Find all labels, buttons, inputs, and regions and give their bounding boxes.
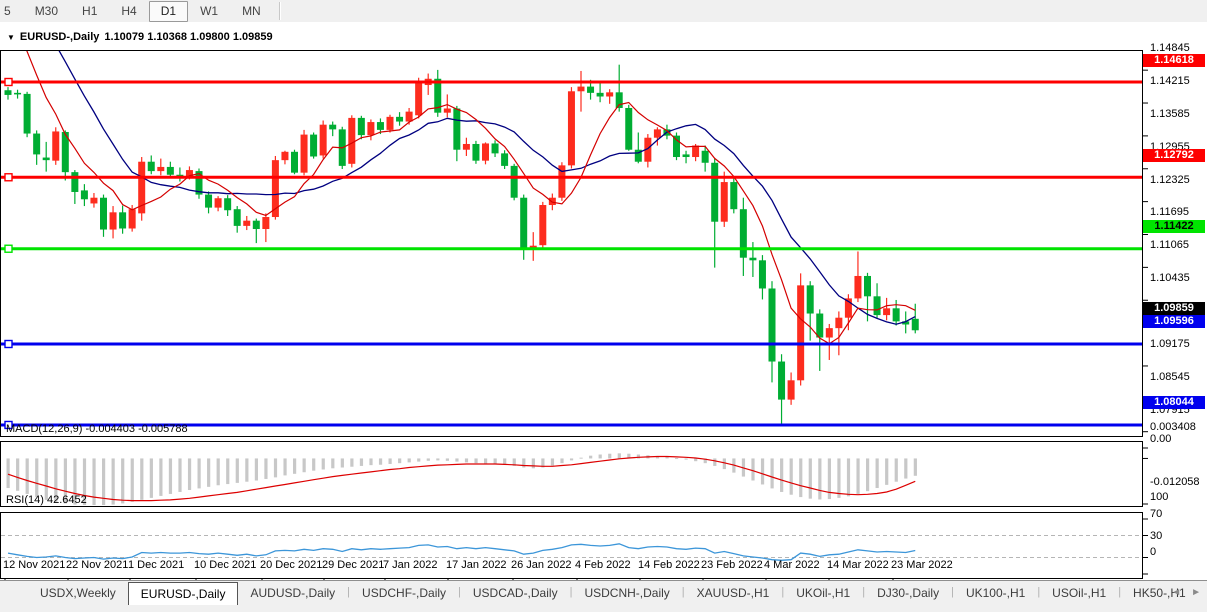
price-badge-1.14618: 1.14618 [1143,53,1205,67]
symbol-tabbar: USDX,Weekly EURUSD-,Daily AUDUSD-,Daily | US… [0,580,1207,612]
macd-layer [6,453,917,505]
hline-handle[interactable] [4,77,13,87]
date-axis-label: 29 Dec 2021 [322,559,385,571]
date-axis-label: 23 Mar 2022 [891,559,953,571]
rsi-layer [1,535,1141,561]
price-axis-tick-label: 1.11065 [1150,239,1189,252]
rsi-indicator-label: RSI(14) 42.6452 [6,494,87,506]
rsi-name: RSI(14) [6,494,44,506]
moving-averages-layer [26,51,916,345]
date-axis-label: 1 Dec 2021 [128,559,185,571]
tab-usdx-weekly[interactable]: USDX,Weekly [40,586,116,600]
tab-separator: | [1037,586,1041,598]
tab-separator: | [458,586,461,598]
tab-separator: | [347,586,351,598]
tab-hk50-h1[interactable]: HK50-,H1 [1133,586,1186,600]
date-axis-label: 22 Nov 2021 [66,559,129,571]
timeframe-toolbar: 5 M30 H1 H4 D1 W1 MN [0,0,1207,23]
date-axis-label: 20 Dec 2021 [260,559,323,571]
date-axis-label: 12 Nov 2021 [3,559,66,571]
tab-separator: | [862,586,866,598]
rsi-value: 42.6452 [46,494,87,506]
tab-usdcad-daily[interactable]: USDCAD-,Daily [472,586,558,600]
date-axis-label: 17 Jan 2022 [446,559,507,571]
date-axis-label: 23 Feb 2022 [701,559,763,571]
horizontal-lines-layer[interactable] [1,77,1142,430]
hline-handle[interactable] [4,244,13,253]
tab-scroll-right-icon[interactable]: ► [1191,587,1201,598]
tab-eurusd-daily[interactable]: EURUSD-,Daily [127,582,239,605]
price-axis-tick-label: 1.11695 [1150,206,1189,219]
tab-scroll-arrows: ◄ ► [1171,587,1201,598]
timeframe-button-H1[interactable]: H1 [82,3,98,18]
chevron-down-icon[interactable]: ▼ [7,32,15,42]
tab-usoil-h1[interactable]: USOil-,H1 [1052,586,1107,600]
macd-scale-max: 0.003408 [1150,421,1196,433]
price-axis-tick-label: 1.09175 [1150,337,1190,350]
chart-symbol-label: EURUSD-,Daily [19,31,100,43]
chart-window: ▼ EURUSD-,Daily 1.10079 1.10368 1.09800 … [0,22,1207,580]
chart-title: ▼ EURUSD-,Daily 1.10079 1.10368 1.09800 … [7,31,273,43]
tab-audusd-daily[interactable]: AUDUSD-,Daily [250,586,336,600]
macd-indicator-label: MACD(12,26,9) -0.004403 -0.005788 [6,423,188,435]
date-axis-label: 10 Dec 2021 [194,559,257,571]
price-axis-tick-label: 1.12325 [1150,173,1190,186]
toolbar-separator [278,2,280,20]
chart-ohlc-values: 1.10079 1.10368 1.09800 1.09859 [104,31,273,43]
price-badge-1.08044: 1.08044 [1143,396,1205,410]
price-badge-1.12792: 1.12792 [1143,148,1205,162]
candles-layer [4,64,919,425]
macd-scale-zero: 0.00 [1150,433,1172,446]
tab-uk100-h1[interactable]: UK100-,H1 [965,586,1026,600]
date-axis-label: 4 Mar 2022 [764,559,820,571]
timeframe-button-W1[interactable]: W1 [200,3,219,18]
date-axis-label: 7 Jan 2022 [383,559,438,571]
tab-separator: | [681,586,685,598]
rsi-scale-label: 0 [1150,546,1157,558]
macd-scale-min: -0.012058 [1150,475,1200,488]
price-badge-1.09596: 1.09596 [1143,315,1205,329]
timeframe-button-M30[interactable]: M30 [34,3,59,18]
timeframe-button-H4[interactable]: H4 [121,3,137,18]
timeframe-button-MN[interactable]: MN [242,3,261,18]
macd-name: MACD(12,26,9) [6,423,83,435]
tab-separator: | [569,586,573,598]
tab-usdcnh-daily[interactable]: USDCNH-,Daily [584,586,670,600]
chart-canvas[interactable] [0,22,1207,580]
date-axis-label: 14 Mar 2022 [827,559,889,571]
timeframe-button-D1[interactable]: D1 [148,0,189,22]
timeframe-button-5[interactable]: 5 [4,3,11,18]
price-badge-1.09859: 1.09859 [1143,301,1205,315]
price-axis-tick-label: 1.13585 [1150,107,1190,120]
tab-separator: | [951,586,954,598]
tab-usdchf-daily[interactable]: USDCHF-,Daily [362,586,447,600]
price-axis-tick-label: 1.10435 [1150,272,1190,285]
price-axis-tick-label: 1.14215 [1150,75,1190,88]
tab-xauusd-h1[interactable]: XAUUSD-,H1 [696,586,770,600]
date-axis-label: 14 Feb 2022 [638,559,700,571]
tab-separator: | [1118,586,1122,598]
macd-values: -0.004403 -0.005788 [85,423,188,435]
hline-handle[interactable] [4,173,13,182]
tab-separator: | [781,586,785,598]
tab-ukoil-h1[interactable]: UKOil-,H1 [796,586,851,600]
date-axis-label: 26 Jan 2022 [511,559,572,571]
hline-handle[interactable] [4,339,13,349]
hline-handle[interactable] [4,420,13,430]
rsi-scale-label: 70 [1150,507,1163,520]
rsi-scale-label: 100 [1150,491,1169,503]
price-axis-tick-label: 1.08545 [1150,370,1190,383]
rsi-scale-label: 30 [1150,529,1163,542]
date-axis-label: 4 Feb 2022 [575,559,631,571]
tab-scroll-left-icon[interactable]: ◄ [1171,587,1182,598]
tab-dj30-daily[interactable]: DJ30-,Daily [877,586,940,600]
price-axis-tick-label: 1.14845 [1150,42,1190,55]
price-badge-1.11422: 1.11422 [1143,220,1205,234]
